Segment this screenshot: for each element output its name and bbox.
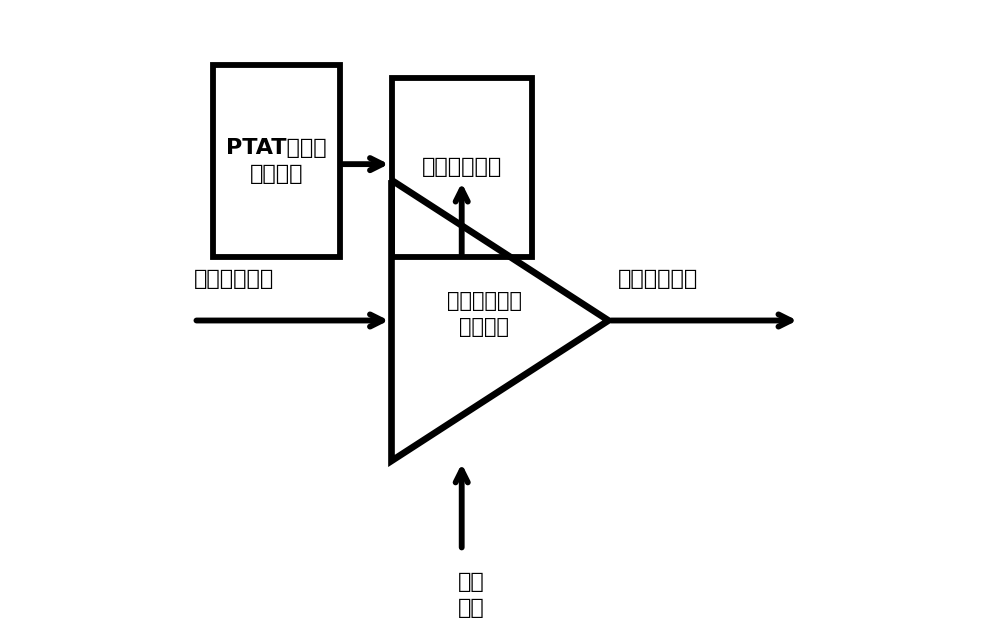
Text: 可配置运算跨
导放大器: 可配置运算跨 导放大器 [447, 291, 522, 337]
Text: 控制
信号: 控制 信号 [458, 572, 485, 618]
Text: 输出电流信号: 输出电流信号 [618, 269, 698, 289]
Text: 共模反馈电路: 共模反馈电路 [422, 157, 502, 178]
Text: PTAT电流源
偏置电路: PTAT电流源 偏置电路 [226, 138, 327, 184]
Bar [392, 78, 532, 256]
Text: 输入电压信号: 输入电压信号 [194, 269, 274, 289]
Bar [213, 65, 340, 256]
